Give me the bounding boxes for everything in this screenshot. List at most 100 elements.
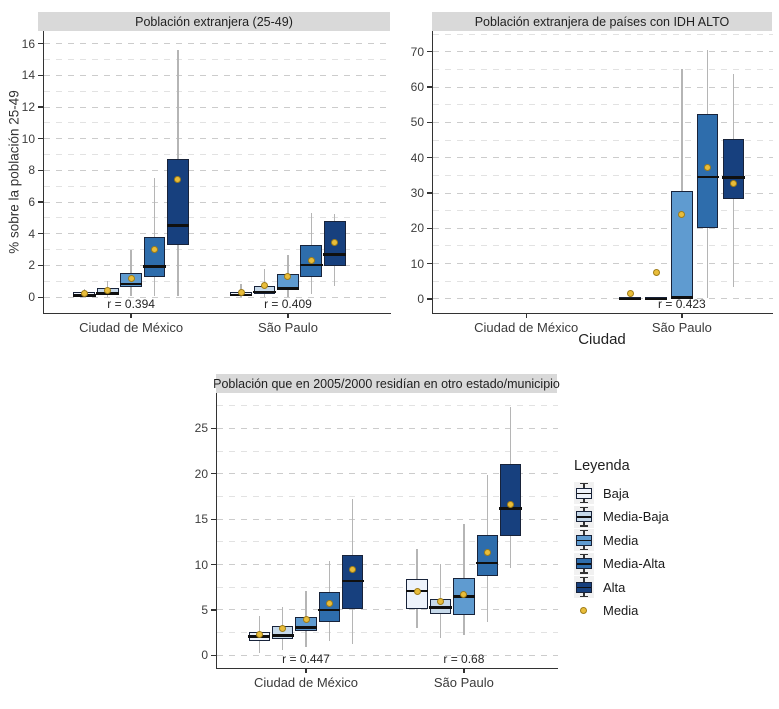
boxplot-box-media-alta (318, 592, 341, 622)
legend-whisker-cap (580, 530, 588, 532)
y-axis-tick-label: 70 (410, 44, 424, 59)
y-axis-tick (37, 296, 43, 298)
y-axis-tick-label: 4 (28, 226, 35, 241)
major-gridline (433, 51, 773, 53)
median-line (670, 296, 693, 299)
y-axis-tick-label: 10 (410, 256, 424, 271)
legend-title: Leyenda (574, 458, 630, 474)
minor-gridline (433, 139, 773, 141)
legend-median-line (577, 516, 591, 518)
y-axis-tick-label: 15 (194, 512, 208, 527)
mean-dot (307, 257, 315, 265)
minor-gridline (433, 245, 773, 247)
legend-item-label: Media-Alta (603, 556, 666, 571)
minor-gridline (217, 632, 558, 634)
median-line (619, 297, 642, 301)
x-axis-tick (525, 313, 527, 318)
legend-item-label: Media (603, 532, 639, 548)
major-gridline (217, 518, 558, 520)
legend-whisker-cap (580, 572, 588, 574)
x-axis-category-label: São Paulo (651, 320, 712, 335)
mean-dot (626, 290, 634, 298)
correlation-annotation: r = 0.68 (443, 652, 485, 666)
mean-dot (413, 588, 421, 596)
major-gridline (217, 473, 558, 475)
correlation-annotation: r = 0.423 (658, 297, 706, 311)
y-axis-tick-label: 8 (28, 163, 35, 178)
y-axis-tick (426, 86, 432, 88)
mean-dot (127, 274, 135, 282)
median-line (722, 176, 745, 179)
panel2-title: Población extranjera de países con IDH A… (474, 14, 730, 29)
whisker-line (681, 69, 683, 299)
median-line (318, 608, 341, 612)
legend-median-line (577, 586, 591, 589)
boxplot-box-alta (341, 555, 364, 609)
y-axis-tick (210, 654, 216, 656)
legend-whisker-cap (580, 595, 588, 597)
legend-box-swatch (576, 511, 592, 522)
major-gridline (44, 233, 391, 235)
legend-item-label: Alta (603, 579, 626, 595)
y-axis-tick-label: 6 (28, 195, 35, 210)
y-axis-tick (37, 233, 43, 235)
panel3-plot-area: 0 5 10 15 20 25 Ciudad de México São Paulo r = 0… (195, 393, 558, 690)
median-line (253, 290, 276, 294)
y-axis-tick (37, 201, 43, 203)
legend-whisker-cap (580, 548, 588, 550)
y-axis-tick (37, 106, 43, 108)
minor-gridline (44, 90, 391, 92)
boxplot-box-media (670, 191, 693, 299)
mean-dot (261, 281, 269, 289)
legend-item-label: Media (603, 603, 639, 618)
median-line (166, 223, 190, 227)
major-gridline (217, 427, 558, 429)
minor-gridline (433, 174, 773, 176)
y-axis-tick (37, 138, 43, 140)
median-line (276, 287, 300, 290)
legend-median-line (577, 539, 591, 542)
boxplot-box-baja (619, 297, 642, 301)
legend-median-line (577, 492, 591, 495)
y-axis-tick (210, 563, 216, 566)
y-axis-tick (37, 43, 43, 45)
x-axis-category-label: São Paulo (433, 675, 494, 690)
panel1-title: Población extranjera (25-49) (135, 14, 293, 29)
major-gridline (44, 169, 391, 171)
major-gridline (433, 192, 773, 194)
mean-dot (151, 246, 159, 254)
y-axis-tick-label: 0 (417, 291, 424, 306)
boxplot-box-alta (166, 159, 190, 245)
legend-item-media-alta: Media-Alta (574, 552, 669, 575)
correlation-annotation: r = 0.447 (282, 652, 330, 666)
minor-gridline (44, 217, 391, 219)
median-line (644, 297, 668, 301)
y-axis-tick-label: 20 (194, 466, 208, 481)
minor-gridline (433, 280, 773, 282)
panel1-title-strip: Población extranjera (25-49) (38, 12, 390, 31)
y-axis-tick (210, 518, 216, 520)
median-line (271, 634, 294, 637)
y-axis-tick-label: 50 (410, 115, 424, 130)
legend-item-media: Media (574, 600, 669, 622)
minor-gridline (44, 122, 391, 124)
legend-item-baja: Baja (574, 482, 669, 504)
mean-dot (652, 268, 660, 276)
x-axis-tick (130, 313, 132, 318)
major-gridline (217, 609, 558, 611)
legend-item-label: Media-Baja (603, 509, 669, 524)
major-gridline (217, 654, 558, 656)
y-axis-tick (210, 609, 216, 611)
minor-gridline (433, 104, 773, 106)
legend-mean-dot (580, 607, 587, 614)
y-axis-tick-label: 10 (21, 131, 35, 146)
panel3-title-strip: Población que en 2005/2000 residían en o… (213, 374, 560, 393)
median-line (429, 606, 452, 610)
x-axis-category-label: Ciudad de México (474, 320, 579, 335)
boxplot-box-alta (499, 463, 522, 537)
boxplot-box-media-alta (696, 114, 719, 229)
panel2-x-axis-title: Ciudad (578, 331, 626, 348)
y-axis-tick (37, 74, 43, 76)
x-axis-tick (681, 313, 683, 318)
boxplot-box-alta (722, 139, 745, 199)
